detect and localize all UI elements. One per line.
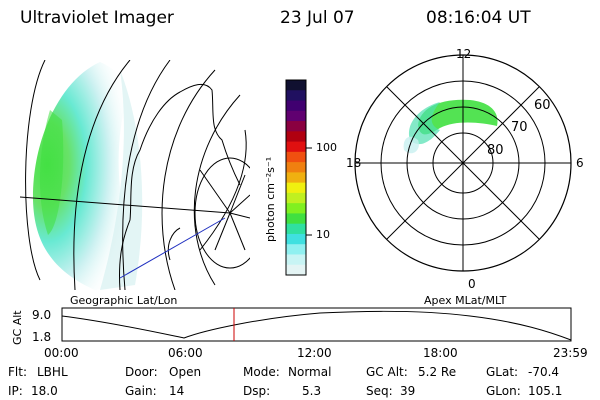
mode-label: Mode: xyxy=(243,365,280,379)
gc-alt-ytick-bottom: 1.8 xyxy=(32,330,52,344)
mlat-label-70: 70 xyxy=(511,120,528,135)
noise-region xyxy=(100,70,143,290)
colorbar-cell xyxy=(286,151,306,163)
glat-label: GLat: xyxy=(486,365,519,379)
gc-alt-xtick: 00:00 xyxy=(44,346,79,360)
gcalt-label: GC Alt: xyxy=(366,365,408,379)
instrument-title: Ultraviolet Imager xyxy=(20,8,174,28)
colorbar-cell xyxy=(286,203,306,214)
polar-spokes xyxy=(355,55,571,271)
seq-label: Seq: xyxy=(366,384,393,398)
aurora-oval-fringe xyxy=(403,136,419,154)
glon-value: 105.1 xyxy=(528,384,563,398)
mlt-label-12: 12 xyxy=(456,47,472,61)
gcalt-value: 5.2 Re xyxy=(418,365,457,379)
colorbar xyxy=(285,79,312,276)
mlt-label-18: 18 xyxy=(346,156,362,170)
gc-alt-plot xyxy=(61,307,572,342)
meridian-line xyxy=(122,60,171,290)
earth-limb xyxy=(25,60,46,281)
gain-label: Gain: xyxy=(125,384,157,398)
ip-label: IP: xyxy=(8,384,23,398)
gc-alt-ytick-top: 9.0 xyxy=(32,308,52,322)
colorbar-frame xyxy=(285,79,307,276)
colorbar-cell xyxy=(286,172,306,184)
colorbar-cell xyxy=(286,121,306,132)
date-label: 23 Jul 07 xyxy=(280,8,355,28)
latitude-circle xyxy=(199,129,247,251)
gc-alt-ylabel: GC Alt xyxy=(11,310,24,345)
gc-alt-xtick: 18:00 xyxy=(423,346,458,360)
colorbar-cell xyxy=(286,100,306,112)
polar-panel-label: Apex MLat/MLT xyxy=(424,294,507,307)
polar-plot xyxy=(354,54,572,272)
filter-label: Flt: xyxy=(8,365,27,379)
colorbar-cell xyxy=(286,233,306,245)
mlt-label-0: 0 xyxy=(468,277,476,291)
ip-value: 18.0 xyxy=(31,384,58,398)
latitude-circle xyxy=(194,157,250,269)
time-label: 08:16:04 UT xyxy=(426,8,531,28)
geographic-map xyxy=(20,60,250,290)
colorbar-cell xyxy=(286,110,306,122)
satellite-track xyxy=(119,217,226,279)
filter-value: LBHL xyxy=(37,365,68,379)
gc-alt-xtick: 23:59 xyxy=(553,346,588,360)
colorbar-cell xyxy=(286,223,306,235)
gc-alt-xtick: 12:00 xyxy=(297,346,332,360)
door-label: Door: xyxy=(125,365,158,379)
colorbar-cell xyxy=(286,90,306,102)
colorbar-unit-label: photon cm⁻²s⁻¹ xyxy=(264,156,277,242)
colorbar-cell xyxy=(286,213,306,225)
glon-label: GLon: xyxy=(486,384,521,398)
colorbar-cell xyxy=(286,244,306,255)
coastline xyxy=(119,83,241,290)
colorbar-cell xyxy=(286,141,306,153)
colorbar-tick-100: 100 xyxy=(316,141,337,154)
mlat-label-60: 60 xyxy=(534,98,551,113)
meridian-line xyxy=(161,69,216,290)
colorbar-cell xyxy=(286,254,306,266)
coastline xyxy=(167,227,181,261)
seq-value: 39 xyxy=(400,384,416,398)
aurora-oval xyxy=(418,99,498,135)
gc-alt-curve xyxy=(61,310,572,341)
colorbar-cell xyxy=(286,192,306,204)
door-value: Open xyxy=(169,365,202,379)
mlt-label-6: 6 xyxy=(576,156,584,170)
mlat-label-80: 80 xyxy=(487,143,504,158)
colorbar-cell xyxy=(286,80,306,91)
meridian-line xyxy=(73,60,131,290)
colorbar-cell xyxy=(286,131,306,143)
gain-value: 14 xyxy=(169,384,185,398)
gc-alt-frame xyxy=(61,307,572,342)
geo-panel-label: Geographic Lat/Lon xyxy=(70,294,178,307)
gc-alt-xtick: 06:00 xyxy=(168,346,203,360)
meridian-line xyxy=(193,94,241,286)
dsp-value: 5.3 xyxy=(302,384,322,398)
aurora-oval-fringe xyxy=(408,102,440,145)
mode-value: Normal xyxy=(288,365,332,379)
pole-rays xyxy=(20,169,250,251)
colorbar-cell xyxy=(286,162,306,173)
glat-value: -70.4 xyxy=(528,365,560,379)
colorbar-tick-10: 10 xyxy=(316,228,330,241)
dsp-label: Dsp: xyxy=(243,384,271,398)
aurora-core xyxy=(39,110,64,235)
colorbar-cell xyxy=(286,264,306,276)
colorbar-cell xyxy=(286,182,306,194)
